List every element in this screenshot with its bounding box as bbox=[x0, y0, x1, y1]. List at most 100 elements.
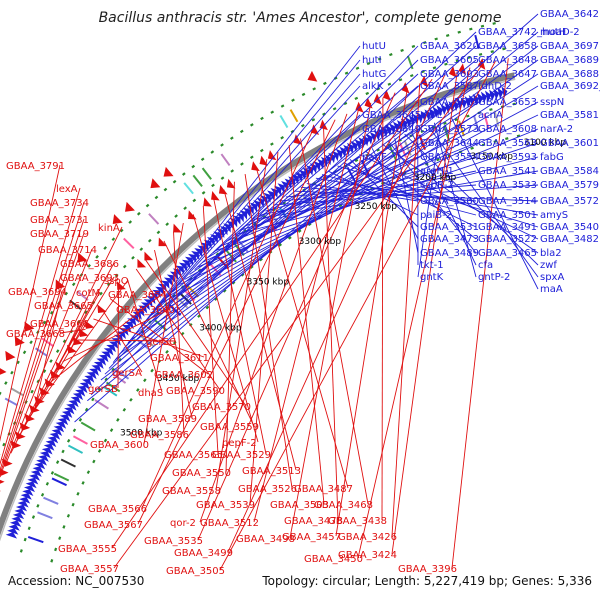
forward-gene-arrow bbox=[25, 481, 37, 489]
reverse-gene-label: GBAA_3535 bbox=[144, 536, 203, 547]
reverse-connector bbox=[223, 189, 297, 471]
reverse-connector bbox=[357, 67, 471, 559]
reverse-gene-label: GBAA_3570 bbox=[192, 402, 251, 413]
forward-gene-arrow bbox=[270, 187, 278, 198]
forward-gene-arrow bbox=[59, 414, 71, 422]
forward-gene-arrow bbox=[96, 358, 107, 366]
forward-gene-arrow bbox=[11, 516, 23, 523]
forward-gene-label: GBAA_3649 bbox=[362, 124, 421, 135]
reverse-connector bbox=[101, 308, 143, 373]
reverse-gene-arrow bbox=[448, 66, 457, 78]
forward-gene-arrow bbox=[155, 286, 164, 295]
forward-connector bbox=[433, 122, 477, 278]
forward-gene-arrow bbox=[66, 403, 77, 411]
forward-gene-arrow bbox=[98, 354, 109, 363]
reverse-connector bbox=[0, 232, 85, 478]
forward-gene-arrow bbox=[253, 200, 261, 210]
scale-label: 3300 kbp bbox=[299, 237, 342, 247]
forward-cog-feature bbox=[51, 477, 67, 487]
reverse-gene-label: GBAA_3686 bbox=[60, 259, 119, 270]
reverse-gene-label: GBAA_3611 bbox=[150, 353, 209, 364]
forward-gene-arrow bbox=[75, 389, 86, 397]
reverse-gene-label: GBAA_3457 bbox=[282, 532, 341, 543]
reverse-connector bbox=[62, 308, 171, 363]
reverse-outer-arrow bbox=[77, 252, 88, 263]
reverse-gene-label: GBAA_3498 bbox=[236, 534, 295, 545]
forward-gene-label: GBAA_3601 bbox=[540, 138, 599, 149]
forward-gene-label: gntK bbox=[420, 272, 444, 283]
forward-gene-arrow bbox=[260, 195, 268, 206]
reverse-gene-label: pepF-2 bbox=[222, 438, 257, 449]
forward-gene-arrow bbox=[38, 454, 49, 462]
scale-label: 3350 kbp bbox=[247, 278, 290, 288]
forward-cog-feature bbox=[60, 458, 76, 468]
forward-gene-arrow bbox=[64, 407, 75, 415]
reverse-gene-label: GBAA_3503 bbox=[270, 500, 329, 511]
scale-label: 3100 kbp bbox=[524, 138, 567, 148]
reverse-gene-arrow bbox=[251, 161, 260, 172]
forward-gene-arrow bbox=[23, 485, 35, 493]
forward-gene-arrow bbox=[43, 443, 55, 451]
reverse-connector bbox=[0, 218, 85, 476]
reverse-gene-label: GBAA_3666 bbox=[30, 319, 89, 330]
forward-gene-label: GBAA_3473 bbox=[420, 234, 479, 245]
forward-cog-feature bbox=[473, 116, 480, 132]
forward-gene-label: hutU bbox=[362, 41, 386, 52]
forward-gene-label: paiB-2 bbox=[420, 210, 452, 221]
forward-gene-label: GBAA_3541 bbox=[478, 166, 537, 177]
tick-ring bbox=[0, 46, 509, 456]
forward-gene-arrow bbox=[489, 89, 496, 102]
forward-connector bbox=[220, 142, 477, 247]
reverse-gene-label: gerSB bbox=[88, 384, 118, 395]
forward-gene-label: GBAA_3653 bbox=[478, 97, 537, 108]
forward-gene-label: GBAA_3642 bbox=[540, 9, 599, 20]
forward-gene-arrow bbox=[17, 500, 29, 508]
genome-backbone bbox=[0, 72, 516, 537]
reverse-connector bbox=[141, 131, 313, 509]
reverse-gene-arrow bbox=[144, 251, 154, 261]
forward-gene-arrow bbox=[436, 105, 443, 117]
forward-cog-feature bbox=[80, 421, 96, 432]
forward-gene-arrow bbox=[166, 274, 176, 283]
reverse-gene-label: GBAA_3559 bbox=[200, 422, 259, 433]
reverse-gene-arrow bbox=[267, 150, 277, 161]
forward-connector bbox=[394, 138, 419, 254]
forward-gene-arrow bbox=[432, 106, 439, 118]
forward-connector bbox=[74, 13, 539, 423]
forward-gene-arrow bbox=[91, 365, 102, 373]
forward-gene-arrow bbox=[200, 242, 209, 252]
reverse-label-connectors bbox=[0, 58, 509, 571]
forward-gene-label: GBAA_3533 bbox=[478, 180, 537, 191]
forward-gene-label: GBAA_3620 bbox=[420, 41, 479, 52]
forward-gene-arrow bbox=[14, 508, 26, 516]
forward-gene-arrow bbox=[77, 385, 88, 394]
reverse-connector bbox=[255, 166, 349, 489]
reverse-gene-label: GBAA_3734 bbox=[30, 198, 89, 209]
scale-label: 3150 kbp bbox=[471, 152, 514, 162]
reverse-gene-label: GBAA_3468 bbox=[314, 500, 373, 511]
scale-label: 3250 kbp bbox=[355, 202, 398, 212]
forward-gene-arrow bbox=[420, 110, 428, 123]
forward-gene-label: sspN bbox=[540, 97, 564, 108]
forward-gene-arrow bbox=[116, 331, 126, 340]
reverse-gene-label: GBAA_3714 bbox=[38, 245, 97, 256]
forward-gene-arrow bbox=[79, 382, 90, 390]
forward-gene-label: GBAA_3531 bbox=[420, 222, 479, 233]
forward-gene-arrow bbox=[132, 311, 142, 320]
reverse-outer-arrow bbox=[24, 321, 35, 332]
forward-gene-label: GBAA_3465 bbox=[478, 248, 537, 259]
forward-gene-arrow bbox=[101, 351, 111, 359]
reverse-gene-arrow bbox=[382, 89, 391, 101]
reverse-gene-arrow bbox=[116, 281, 126, 290]
tick-ring bbox=[19, 101, 521, 553]
forward-gene-arrow bbox=[493, 88, 500, 101]
scale-label: 3500 kbp bbox=[120, 429, 163, 439]
forward-gene-arrow bbox=[213, 231, 222, 241]
reverse-gene-label: GBAA_3558 bbox=[162, 486, 221, 497]
reverse-gene-label: GBAA_3719 bbox=[30, 229, 89, 240]
reverse-connector bbox=[335, 87, 408, 537]
forward-gene-arrow bbox=[29, 473, 41, 481]
forward-gene-label: GBAA_3501 bbox=[478, 210, 537, 221]
forward-gene-arrow bbox=[22, 489, 34, 496]
